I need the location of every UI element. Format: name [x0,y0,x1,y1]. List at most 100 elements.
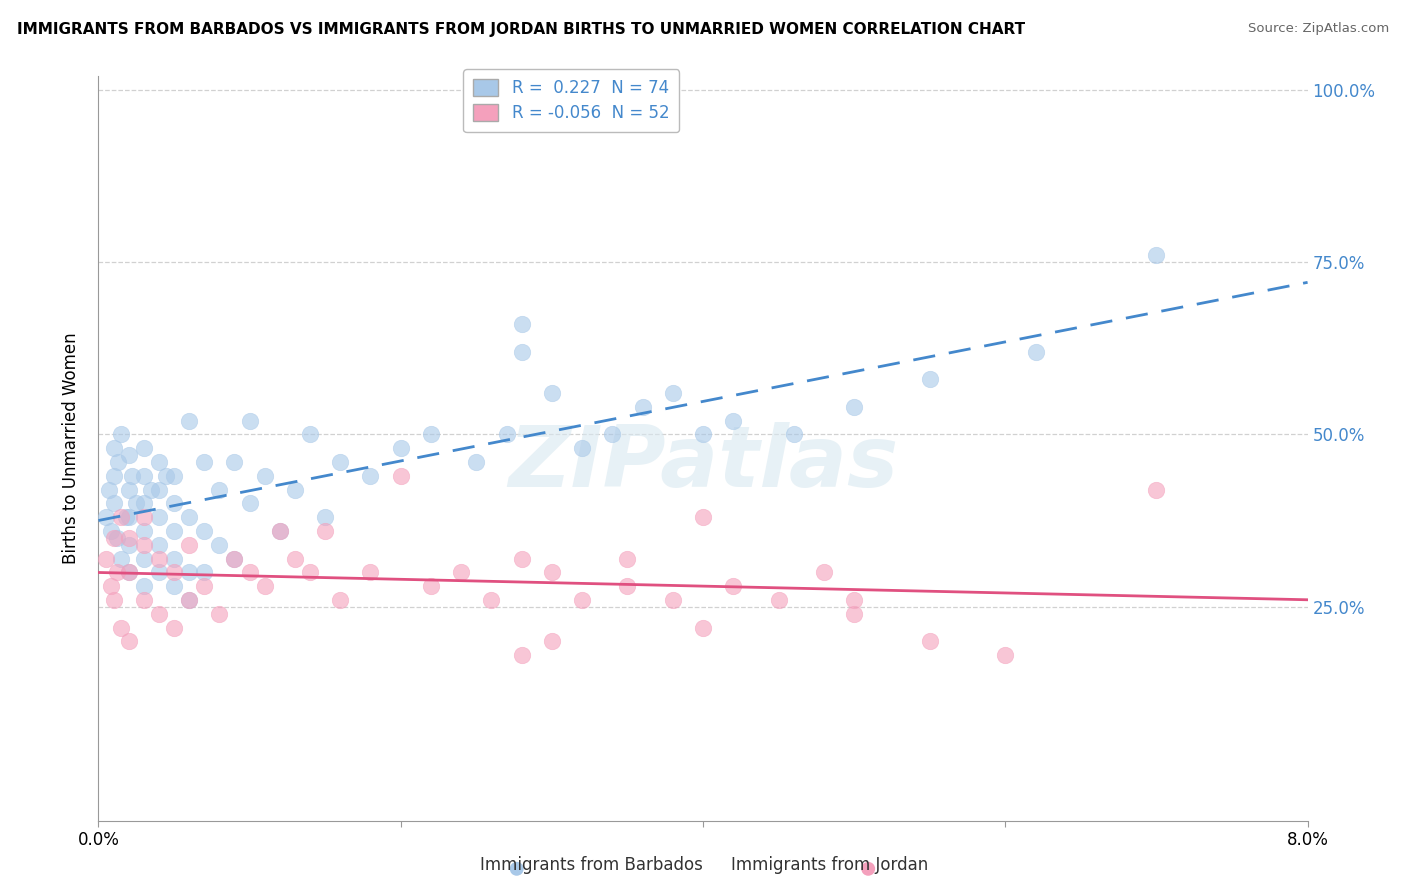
Point [132,579,155,593]
Point [114,510,136,524]
Point [105,531,128,545]
Point [94,510,117,524]
Point [148,538,170,552]
Point [100,579,122,593]
Point [132,496,155,510]
Point [253,579,276,593]
Text: IMMIGRANTS FROM BARBADOS VS IMMIGRANTS FROM JORDAN BIRTHS TO UNMARRIED WOMEN COR: IMMIGRANTS FROM BARBADOS VS IMMIGRANTS F… [17,22,1025,37]
Point [631,400,654,414]
Point [163,621,186,635]
Point [389,442,412,455]
Point [132,538,155,552]
Point [1146,248,1168,262]
Point [179,538,201,552]
Point [163,468,186,483]
Point [141,483,163,497]
Point [1025,344,1047,359]
Point [616,579,638,593]
Point [110,621,132,635]
Point [1146,483,1168,497]
Point [661,593,683,607]
Point [506,862,529,876]
Legend: R =  0.227  N = 74, R = -0.056  N = 52: R = 0.227 N = 74, R = -0.056 N = 52 [464,70,679,132]
Point [299,427,322,442]
Point [224,455,246,469]
Point [510,551,533,566]
Point [193,524,215,538]
Point [105,566,128,580]
Point [118,566,141,580]
Point [103,468,125,483]
Point [602,427,624,442]
Point [314,524,336,538]
Point [239,496,262,510]
Point [844,400,866,414]
Point [495,427,517,442]
Point [783,427,806,442]
Point [420,579,443,593]
Point [360,468,382,483]
Point [163,551,186,566]
Point [284,551,307,566]
Point [994,648,1017,662]
Point [208,483,231,497]
Point [389,468,412,483]
Point [121,468,143,483]
Point [163,579,186,593]
Point [118,510,141,524]
Point [94,551,117,566]
Point [110,427,132,442]
Point [103,496,125,510]
Point [118,634,141,648]
Point [103,531,125,545]
Point [239,566,262,580]
Point [208,538,231,552]
Point [918,372,941,386]
Point [118,566,141,580]
Point [103,593,125,607]
Point [132,468,155,483]
Point [450,566,472,580]
Point [110,551,132,566]
Point [510,344,533,359]
Point [193,455,215,469]
Point [224,551,246,566]
Point [692,427,714,442]
Point [269,524,291,538]
Text: Immigrants from Jordan: Immigrants from Jordan [731,855,928,873]
Point [844,593,866,607]
Point [148,607,170,621]
Point [107,455,129,469]
Point [100,524,122,538]
Point [98,483,121,497]
Point [768,593,790,607]
Point [179,414,201,428]
Point [163,524,186,538]
Point [224,551,246,566]
Point [661,386,683,401]
Point [314,510,336,524]
Point [148,510,170,524]
Point [420,427,443,442]
Point [540,634,562,648]
Point [132,593,155,607]
Point [110,510,132,524]
Point [148,551,170,566]
Point [269,524,291,538]
Point [253,468,276,483]
Point [148,455,170,469]
Point [540,566,562,580]
Point [540,386,562,401]
Text: Immigrants from Barbados: Immigrants from Barbados [479,855,703,873]
Point [103,442,125,455]
Point [132,510,155,524]
Point [118,483,141,497]
Point [118,531,141,545]
Point [844,607,866,621]
Point [193,566,215,580]
Point [148,483,170,497]
Point [329,593,352,607]
Point [163,566,186,580]
Point [856,862,880,876]
Point [813,566,835,580]
